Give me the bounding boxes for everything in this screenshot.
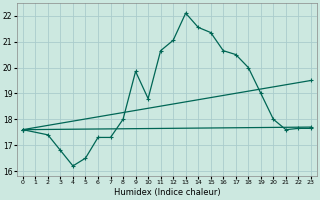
X-axis label: Humidex (Indice chaleur): Humidex (Indice chaleur)	[114, 188, 220, 197]
